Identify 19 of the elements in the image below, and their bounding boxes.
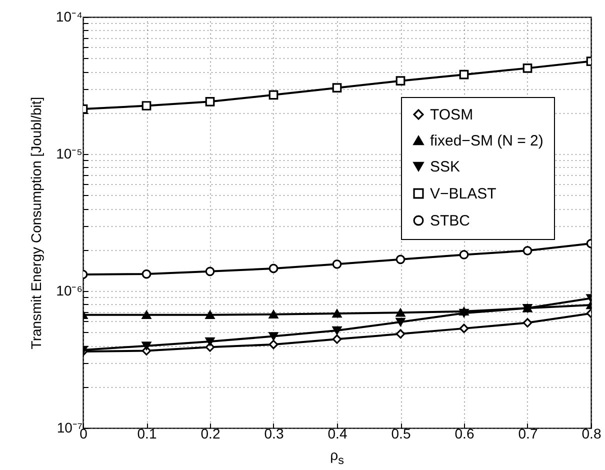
legend-label: SSK xyxy=(430,158,460,176)
x-tick-label: 0.6 xyxy=(454,426,474,442)
x-tick-label: 0.8 xyxy=(582,426,602,442)
legend-label: fixed−SM (N = 2) xyxy=(430,132,544,150)
x-tick-label: 0.1 xyxy=(137,426,157,442)
y-tick-label: 10⁻⁶ xyxy=(56,282,82,298)
legend-label: STBC xyxy=(430,212,470,230)
x-tick-label: 0.5 xyxy=(391,426,411,442)
x-axis-title: ρ$_{s}$ xyxy=(329,447,345,467)
legend-label: TOSM xyxy=(430,106,474,124)
y-axis-title: Transmit Energy Consumption [Joubl/bit] xyxy=(28,96,44,350)
x-tick-label: 0.3 xyxy=(264,426,284,442)
x-tick-label: 0.7 xyxy=(518,426,538,442)
x-tick-label: 0.2 xyxy=(200,426,220,442)
y-tick-label: 10⁻⁵ xyxy=(56,146,82,162)
x-tick-label: 0 xyxy=(80,426,88,442)
legend-label: V−BLAST xyxy=(430,186,496,202)
y-tick-label: 10⁻⁴ xyxy=(56,8,82,24)
x-tick-label: 0.4 xyxy=(328,426,348,442)
